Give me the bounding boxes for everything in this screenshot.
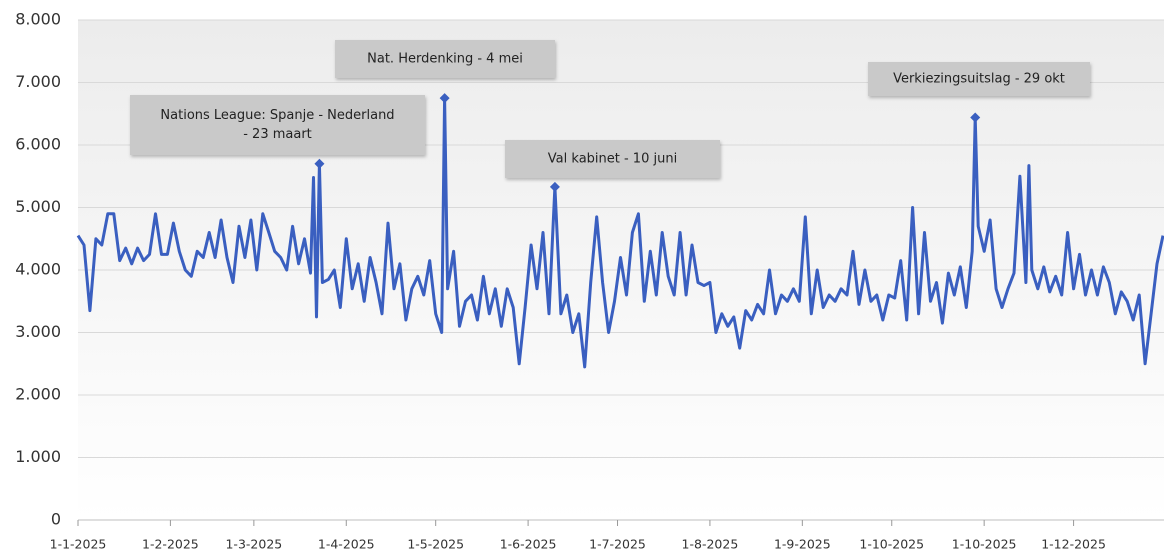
data-line (76, 96, 1164, 369)
y-tick-label: 2.000 (15, 385, 61, 404)
annotation-box (868, 62, 1090, 96)
peak-marker (314, 158, 325, 169)
annotation-text: - 23 maart (243, 127, 312, 142)
x-tick-label: 1-2-2025 (142, 537, 199, 552)
annotation-box (505, 140, 720, 178)
annotation-text: Verkiezingsuitslag - 29 okt (893, 72, 1065, 87)
x-tick-label: 1-3-2025 (225, 537, 282, 552)
y-tick-label: 5.000 (15, 197, 61, 216)
annotation-box (130, 95, 425, 155)
annotation-text: Val kabinet - 10 juni (548, 152, 677, 167)
y-tick-label: 0 (51, 510, 61, 529)
x-tick-label: 1-7-2025 (589, 537, 646, 552)
y-tick-label: 1.000 (15, 447, 61, 466)
x-tick-label: 1-12-2025 (1041, 537, 1106, 552)
annotation-box (335, 40, 555, 78)
peak-marker (549, 181, 560, 192)
peak-marker (439, 93, 450, 104)
x-tick-label: 1-5-2025 (407, 537, 464, 552)
x-tick-label: 1-9-2025 (774, 537, 831, 552)
x-tick-label: 1-1-2025 (50, 537, 107, 552)
peak-marker (970, 112, 981, 123)
y-tick-label: 4.000 (15, 260, 61, 279)
y-tick-label: 7.000 (15, 72, 61, 91)
x-tick-label: 1-8-2025 (682, 537, 739, 552)
annotation-text: Nations League: Spanje - Nederland (160, 108, 394, 123)
y-tick-label: 3.000 (15, 322, 61, 341)
x-tick-label: 1-10-2025 (859, 537, 924, 552)
x-tick-label: 1-10-2025 (952, 537, 1017, 552)
y-tick-label: 8.000 (15, 10, 61, 29)
x-tick-label: 1-4-2025 (318, 537, 375, 552)
x-tick-label: 1-6-2025 (500, 537, 557, 552)
annotation-text: Nat. Herdenking - 4 mei (367, 52, 523, 67)
y-tick-label: 6.000 (15, 135, 61, 154)
